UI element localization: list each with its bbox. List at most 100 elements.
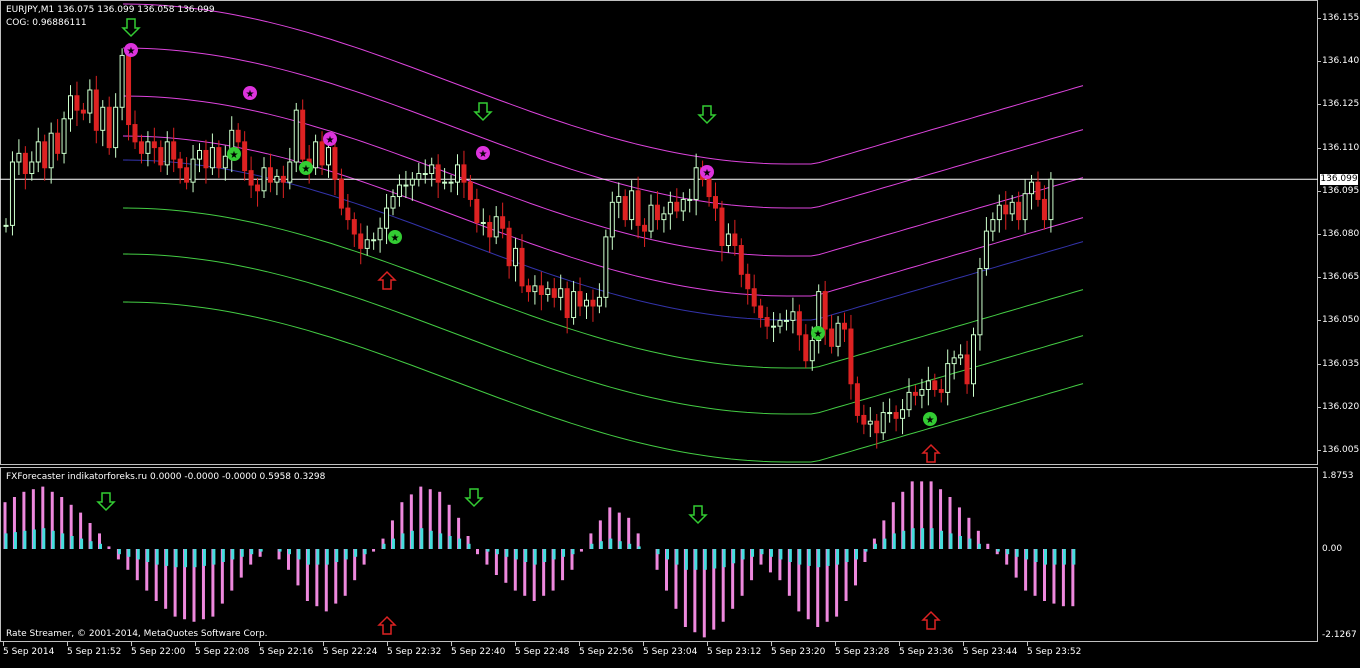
bear-candle xyxy=(525,285,531,293)
bear-candle xyxy=(538,285,544,295)
price-tick-mark xyxy=(1317,61,1321,63)
bear-candle xyxy=(267,167,273,183)
bull-candle xyxy=(197,149,202,160)
bear-candle xyxy=(796,311,802,336)
bull-candle xyxy=(119,54,125,108)
sell-arrow-icon xyxy=(697,105,717,125)
bull-candle xyxy=(1029,181,1035,195)
time-tick-label: 5 Sep 22:48 xyxy=(515,647,570,657)
bull-candle xyxy=(442,181,448,184)
symbol-info: EURJPY,M1 136.075 136.099 136.058 136.09… xyxy=(6,5,215,15)
signal-star-glyph: ★ xyxy=(926,415,935,426)
bull-candle xyxy=(629,190,635,221)
indicator-pane[interactable] xyxy=(0,467,1318,642)
signal-star-glyph: ★ xyxy=(703,168,712,179)
bear-candle xyxy=(338,178,344,209)
signal-star-icon xyxy=(700,165,714,179)
bull-candle xyxy=(816,291,822,342)
bear-candle xyxy=(300,109,306,160)
bear-candle xyxy=(751,288,757,307)
price-tick-mark xyxy=(1317,363,1321,365)
bear-candle xyxy=(351,219,357,235)
cog-label: COG: 0.96886111 xyxy=(6,18,87,28)
signal-star-icon xyxy=(388,230,402,244)
time-tick-label: 5 Sep 23:04 xyxy=(643,647,698,657)
bear-candle xyxy=(732,233,738,247)
buy-arrow-icon xyxy=(377,270,397,290)
bull-candle xyxy=(990,219,996,232)
bull-candle xyxy=(532,285,538,293)
indicator-tick-label: 1.8753 xyxy=(1322,471,1354,481)
indicator-title: FXForecaster indikatorforeks.ru 0.0000 -… xyxy=(6,472,326,482)
bull-candle xyxy=(925,380,931,391)
price-tick-mark xyxy=(1317,406,1321,408)
bear-candle xyxy=(177,158,183,169)
bear-candle xyxy=(248,170,254,186)
bear-candle xyxy=(738,245,744,275)
bear-candle xyxy=(713,196,718,209)
time-tick-label: 5 Sep 22:24 xyxy=(323,647,378,657)
sell-arrow-icon xyxy=(473,102,493,122)
bull-candle xyxy=(584,299,589,307)
time-tick-mark xyxy=(707,642,708,646)
time-tick-label: 5 Sep 21:52 xyxy=(67,647,122,657)
bear-candle xyxy=(255,184,261,192)
bear-candle xyxy=(1035,181,1041,200)
bull-candle xyxy=(558,288,564,298)
time-tick-mark xyxy=(131,642,132,646)
time-tick-mark xyxy=(899,642,900,646)
bull-candle xyxy=(371,239,377,242)
time-tick-mark xyxy=(1027,642,1028,646)
bull-candle xyxy=(725,233,731,247)
bear-candle xyxy=(1041,198,1047,221)
bear-candle xyxy=(577,291,583,307)
signal-star-icon xyxy=(923,412,937,426)
signal-star-glyph: ★ xyxy=(479,149,488,160)
price-tick-label: 136.095 xyxy=(1322,185,1360,196)
bear-candle xyxy=(848,328,854,385)
bear-candle xyxy=(964,354,970,385)
bull-candle xyxy=(880,412,886,434)
bull-candle xyxy=(403,184,409,187)
time-tick-mark xyxy=(515,642,516,646)
price-tick-label: 136.080 xyxy=(1322,229,1360,239)
bear-candle xyxy=(158,147,164,166)
time-tick-mark xyxy=(451,642,452,646)
lower-band-line xyxy=(122,301,1084,463)
copyright-text: Rate Streamer, © 2001-2014, MetaQuotes S… xyxy=(6,629,268,639)
bull-candle xyxy=(377,227,383,241)
sell-arrow-icon xyxy=(688,505,708,525)
upper-band-line xyxy=(122,3,1084,165)
bull-candle xyxy=(616,196,622,203)
bear-candle xyxy=(467,181,473,200)
signal-star-icon xyxy=(243,86,257,100)
bear-candle xyxy=(242,141,248,172)
price-tick-mark xyxy=(1317,190,1321,192)
bear-candle xyxy=(519,247,525,287)
bear-candle xyxy=(893,412,899,419)
price-tick-mark xyxy=(1317,277,1321,279)
bull-candle xyxy=(3,224,9,227)
bull-candle xyxy=(409,178,415,186)
time-tick-label: 5 Sep 22:08 xyxy=(195,647,250,657)
price-tick-label: 136.140 xyxy=(1322,56,1360,67)
bear-candle xyxy=(184,167,190,183)
bull-candle xyxy=(996,204,1002,221)
bear-candle xyxy=(803,334,809,362)
bull-candle xyxy=(390,196,396,209)
bull-candle xyxy=(667,201,673,215)
bear-candle xyxy=(171,141,177,160)
bear-candle xyxy=(674,201,680,212)
bear-candle xyxy=(622,196,628,221)
price-tick-label: 136.020 xyxy=(1322,401,1360,412)
bear-candle xyxy=(435,164,441,183)
main-chart-pane[interactable] xyxy=(0,0,1318,465)
bear-candle xyxy=(74,95,80,111)
bear-candle xyxy=(42,141,48,169)
bull-candle xyxy=(771,325,777,328)
bull-candle xyxy=(571,291,577,319)
bear-candle xyxy=(332,147,338,180)
bull-candle xyxy=(603,236,609,298)
bear-candle xyxy=(874,420,880,434)
